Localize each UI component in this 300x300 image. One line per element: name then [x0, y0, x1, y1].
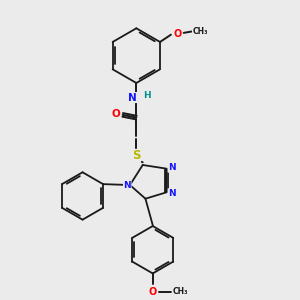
Text: N: N	[123, 182, 131, 190]
Text: CH₃: CH₃	[172, 287, 188, 296]
Text: N: N	[168, 163, 176, 172]
Text: O: O	[173, 29, 182, 39]
Text: CH₃: CH₃	[192, 26, 208, 35]
Text: H: H	[143, 91, 151, 100]
Text: N: N	[168, 189, 176, 198]
Text: O: O	[148, 287, 157, 297]
Text: N: N	[128, 93, 137, 103]
Text: O: O	[112, 109, 121, 119]
Text: S: S	[132, 149, 141, 162]
